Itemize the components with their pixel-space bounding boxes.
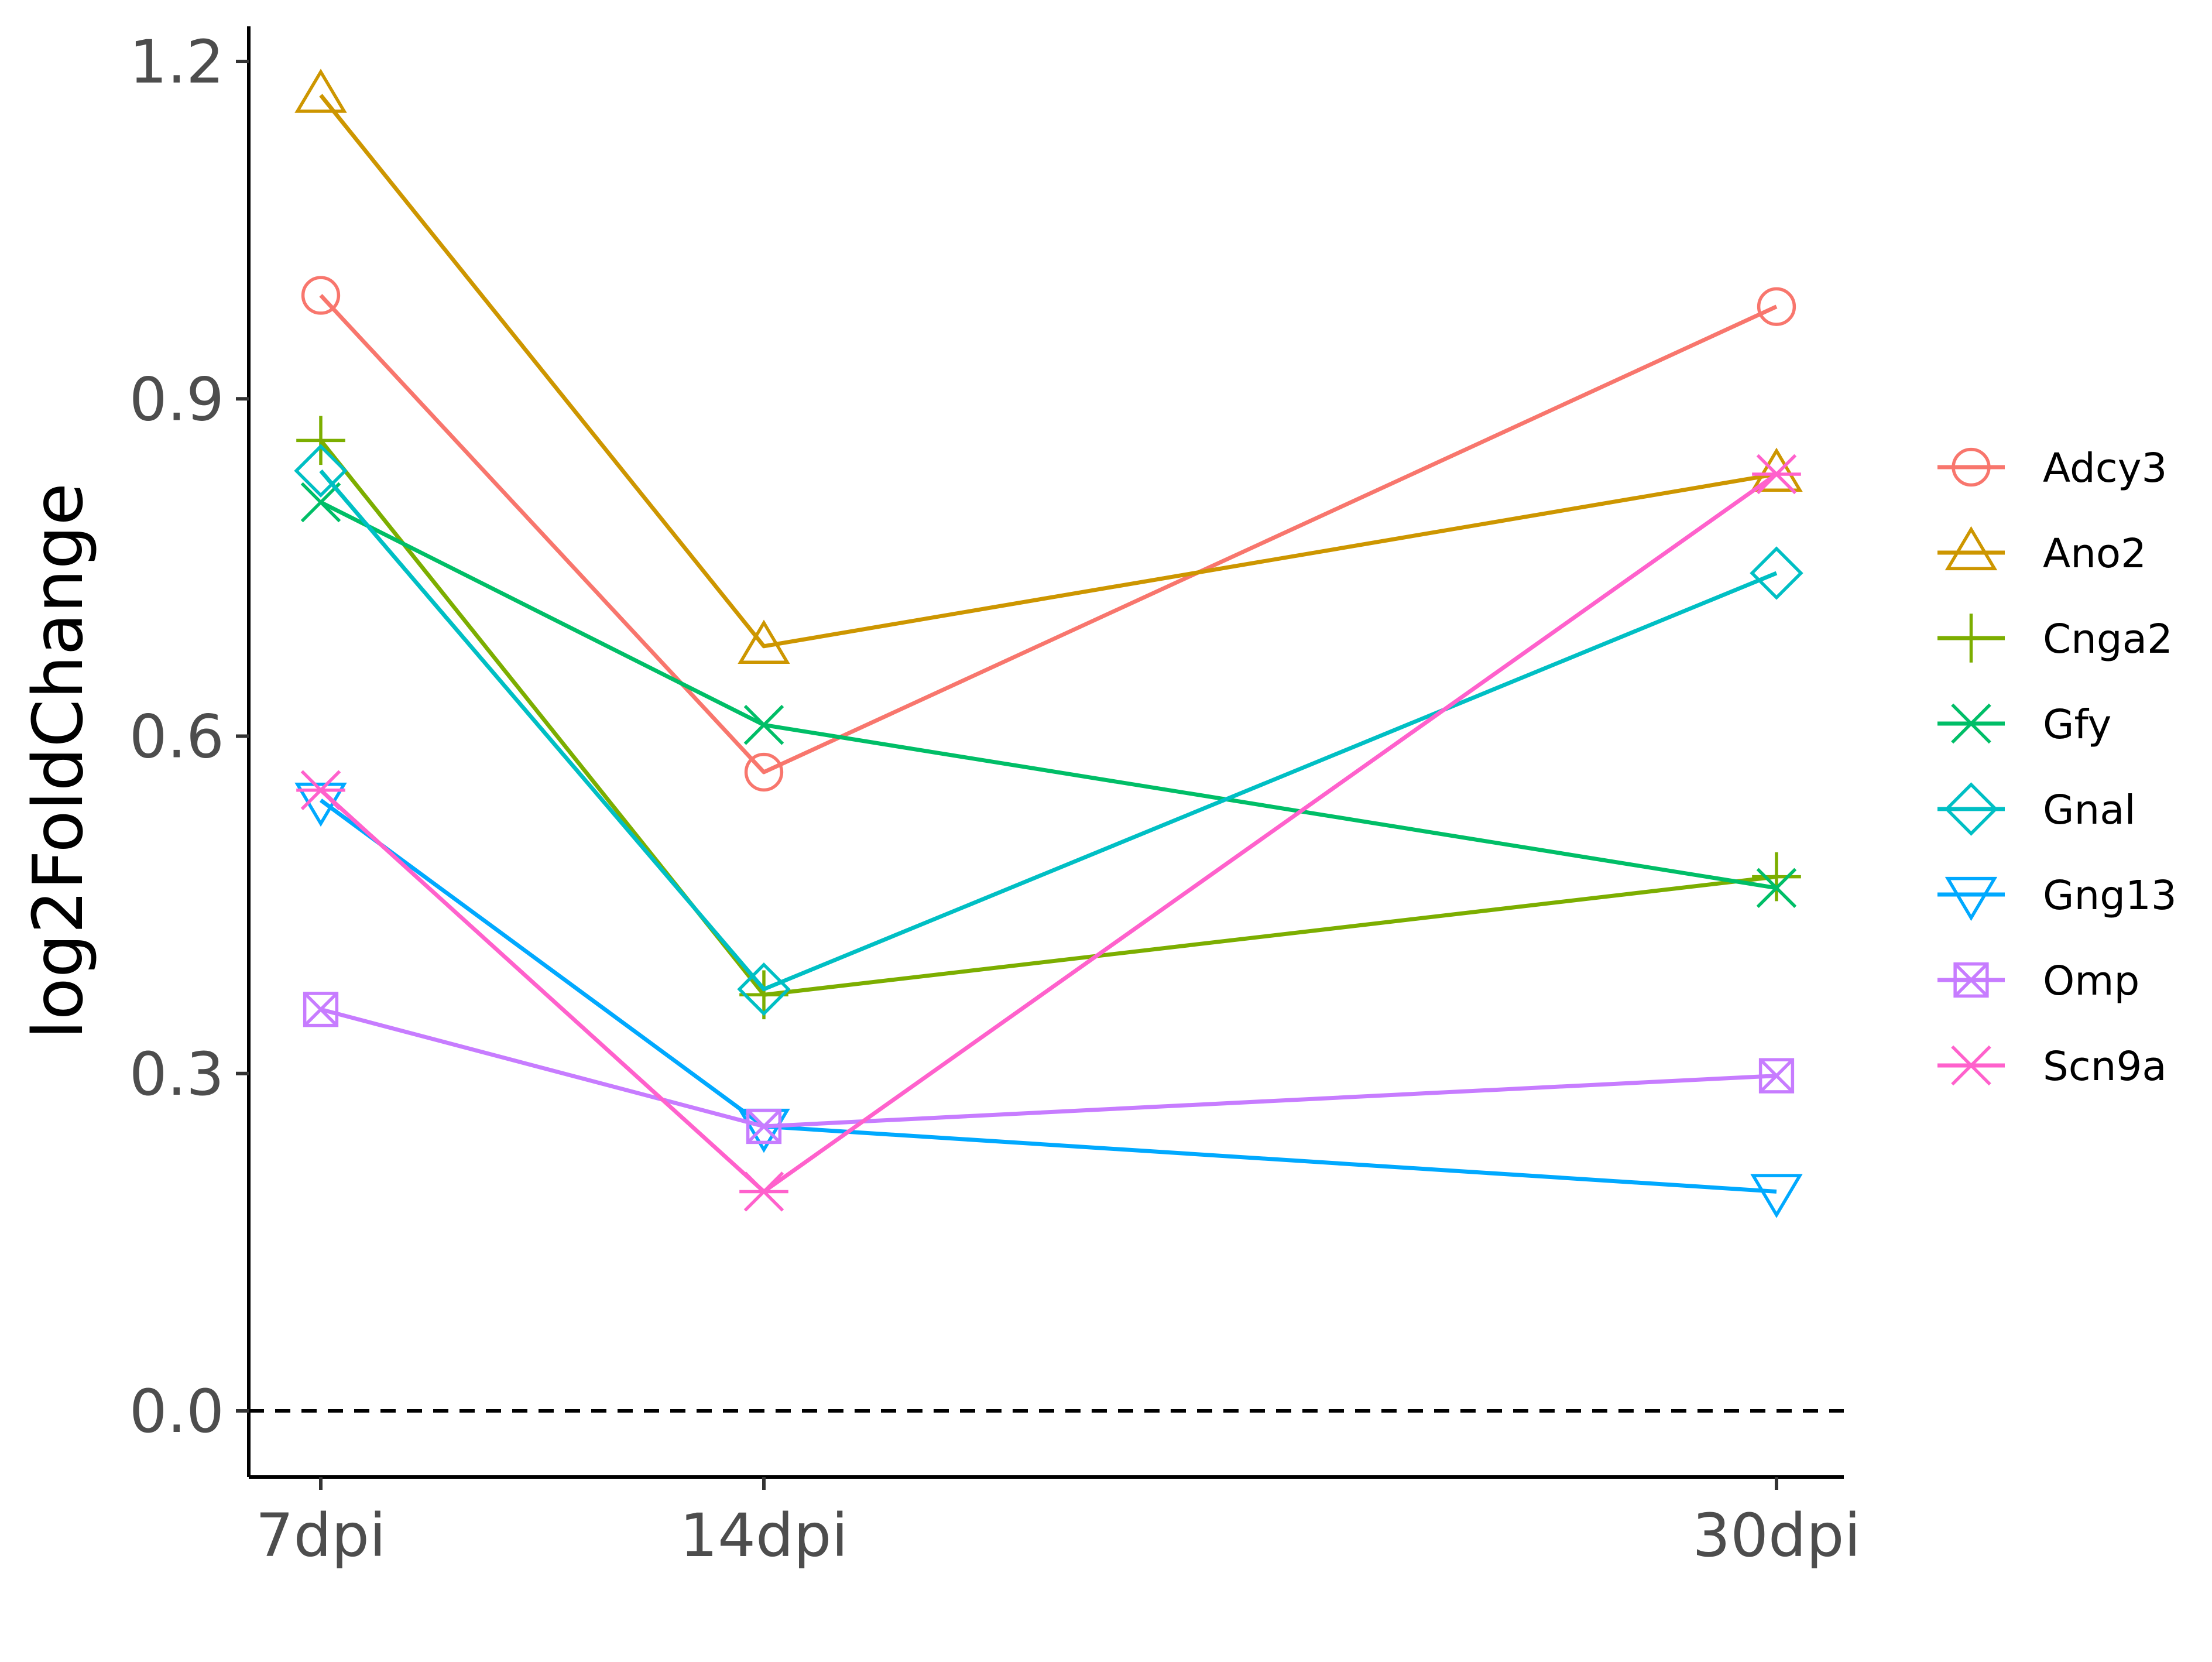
legend-key-marker xyxy=(1946,614,1996,663)
series-line-gfy xyxy=(320,500,1777,890)
data-point-ano2-7dpi xyxy=(294,68,347,113)
legend-item-scn9a: Scn9a xyxy=(1937,1043,2167,1090)
legend-item-gfy: Gfy xyxy=(1937,701,2111,748)
series-line-scn9a xyxy=(319,472,1778,1194)
series-gfy xyxy=(300,482,1797,909)
data-point-cnga2-14dpi xyxy=(739,970,788,1020)
legend-key-marker xyxy=(1952,447,1991,487)
plot-area xyxy=(249,68,1844,1413)
axes: 0.0 0.3 0.6 0.9 1.2 7dpi 14dpi 30dpi xyxy=(129,26,1861,1571)
legend-item-cnga2: Cnga2 xyxy=(1937,614,2173,663)
legend-label: Gnal xyxy=(2043,787,2136,834)
data-point-adcy3-14dpi xyxy=(744,752,784,792)
data-point-scn9a-14dpi xyxy=(739,1171,788,1212)
data-point-omp-7dpi xyxy=(303,992,339,1027)
series-scn9a xyxy=(296,454,1801,1212)
y-tick-label: 0.0 xyxy=(129,1377,224,1447)
data-point-ano2-30dpi xyxy=(1750,447,1803,492)
series-line-gnal xyxy=(319,469,1778,992)
y-tick-label: 0.3 xyxy=(129,1040,224,1109)
data-point-adcy3-30dpi xyxy=(1757,287,1796,326)
legend-label: Cnga2 xyxy=(2043,616,2173,663)
data-point-cnga2-30dpi xyxy=(1752,852,1801,902)
legend-key-marker xyxy=(1944,876,1998,921)
legend-label: Adcy3 xyxy=(2043,445,2167,492)
legend-key-marker xyxy=(1944,782,1998,836)
data-point-gnal-14dpi xyxy=(737,962,791,1016)
legend-key-marker xyxy=(1953,962,1989,998)
y-axis-title: log2FoldChange xyxy=(18,483,98,1039)
data-point-ano2-14dpi xyxy=(738,619,790,664)
series-line-ano2 xyxy=(319,94,1777,649)
x-tick-label: 14dpi xyxy=(680,1501,848,1571)
data-point-gfy-14dpi xyxy=(743,705,784,745)
series-line-gng13 xyxy=(319,799,1777,1194)
series-line-omp xyxy=(320,1007,1777,1129)
data-point-gnal-30dpi xyxy=(1750,546,1803,600)
y-tick-label: 1.2 xyxy=(129,28,224,97)
series-gnal xyxy=(294,444,1803,1016)
data-point-gng13-30dpi xyxy=(1750,1174,1803,1218)
series-gng13 xyxy=(294,782,1803,1218)
data-point-scn9a-7dpi xyxy=(296,770,345,810)
series-ano2 xyxy=(294,68,1803,664)
y-tick-label: 0.6 xyxy=(129,703,224,772)
legend-key-marker xyxy=(1944,526,1998,571)
data-point-scn9a-30dpi xyxy=(1752,454,1801,495)
data-point-gfy-30dpi xyxy=(1756,868,1797,909)
data-point-gfy-7dpi xyxy=(300,482,341,523)
legend-item-omp: Omp xyxy=(1937,958,2139,1005)
legend-label: Omp xyxy=(2043,958,2139,1005)
x-tick-label: 30dpi xyxy=(1692,1501,1861,1571)
legend-item-gnal: Gnal xyxy=(1937,782,2136,836)
data-point-omp-30dpi xyxy=(1758,1058,1795,1094)
legend-label: Scn9a xyxy=(2043,1043,2167,1090)
legend-label: Gng13 xyxy=(2043,872,2177,919)
data-point-cnga2-7dpi xyxy=(296,416,345,465)
series-cnga2 xyxy=(296,416,1801,1020)
series-adcy3 xyxy=(301,276,1796,792)
x-tick-label: 7dpi xyxy=(256,1501,386,1571)
series-omp xyxy=(303,992,1795,1144)
legend-key-marker xyxy=(1946,1045,1996,1086)
series-line-adcy3 xyxy=(319,294,1778,775)
data-point-gnal-7dpi xyxy=(294,444,348,498)
data-point-omp-14dpi xyxy=(746,1108,782,1144)
series-line-cnga2 xyxy=(319,439,1777,997)
legend-item-adcy3: Adcy3 xyxy=(1937,445,2167,492)
y-tick-label: 0.9 xyxy=(129,365,224,434)
legend-label: Ano2 xyxy=(2043,530,2146,577)
legend: Adcy3 Ano2 Cnga2 Gfy Gnal Gng13 Omp Scn9a xyxy=(1937,445,2177,1090)
legend-label: Gfy xyxy=(2043,701,2111,748)
legend-item-gng13: Gng13 xyxy=(1937,872,2177,921)
legend-key-marker xyxy=(1951,703,1991,744)
legend-item-ano2: Ano2 xyxy=(1937,526,2146,577)
data-point-adcy3-7dpi xyxy=(301,276,341,315)
